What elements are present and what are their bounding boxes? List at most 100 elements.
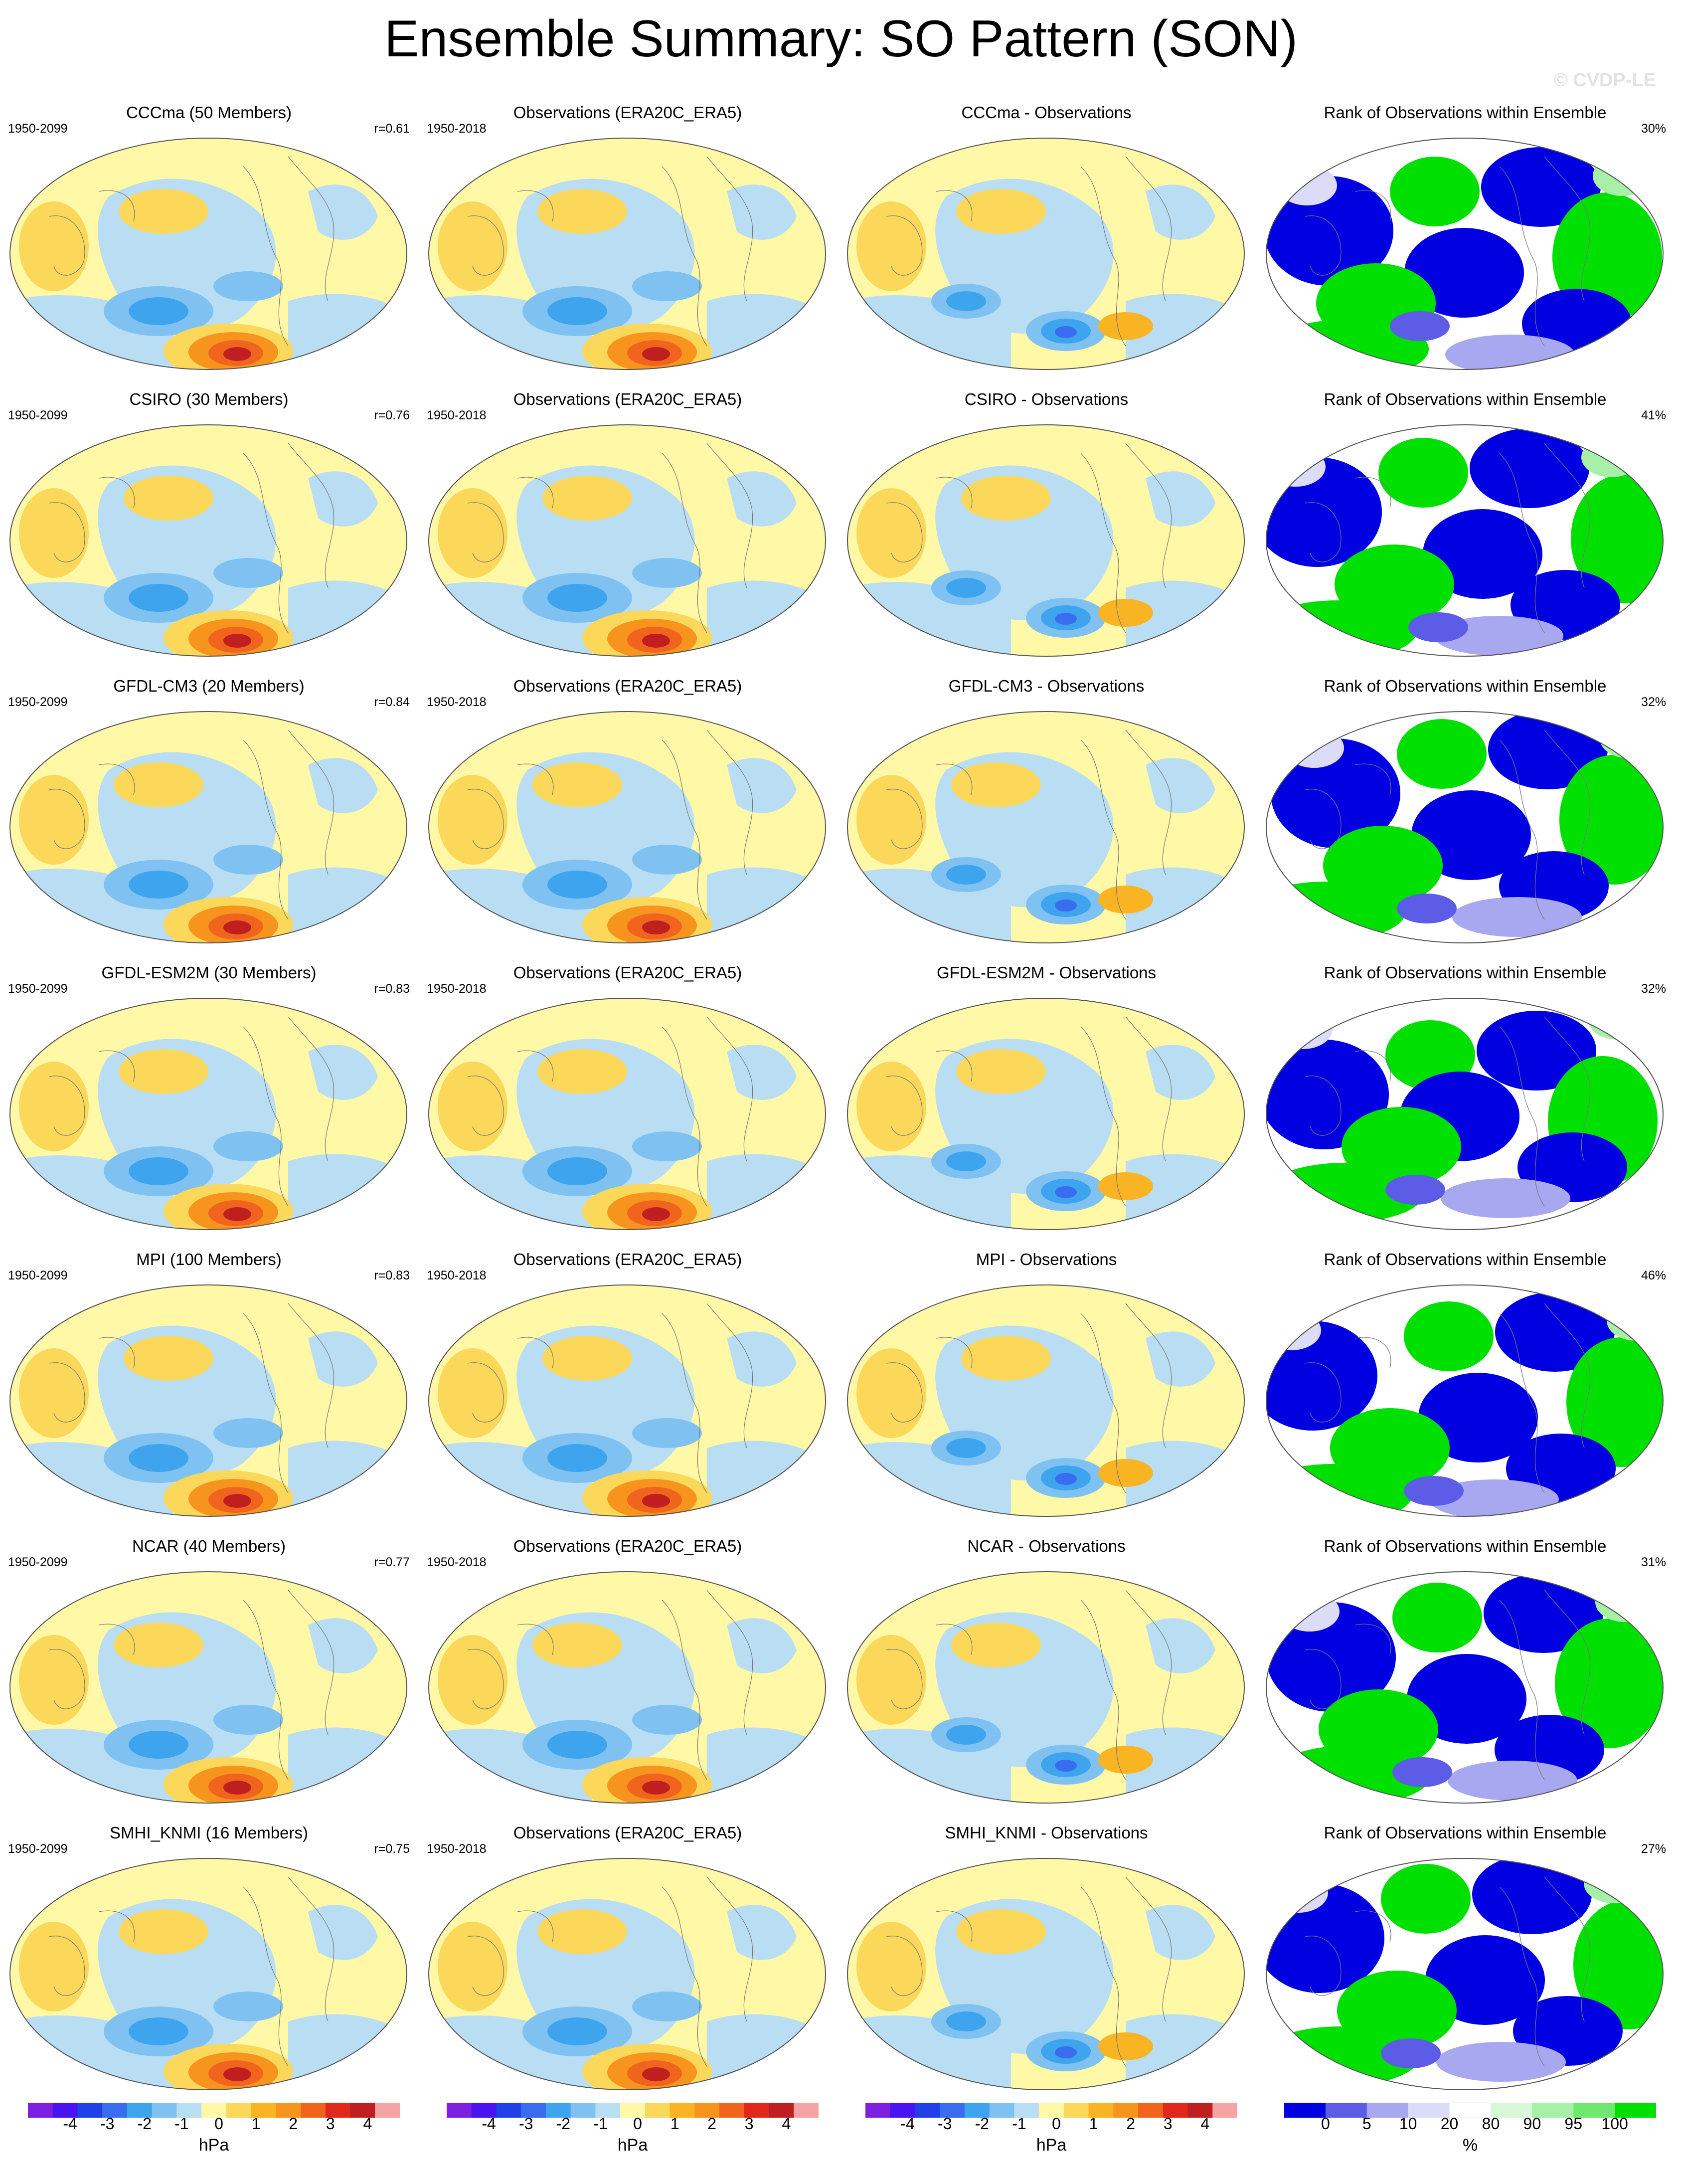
colorbar-tick: 1 (670, 2115, 679, 2133)
panel-years: 1950-2018 (427, 982, 487, 996)
panel-title: Rank of Observations within Ensemble (1324, 1823, 1607, 1842)
colorbar-tick: -2 (137, 2115, 152, 2133)
panel-title: Observations (ERA20C_ERA5) (513, 1537, 742, 1555)
pressure-map (428, 1283, 827, 1518)
panel-rank: Rank of Observations within Ensemble 41% (1256, 384, 1674, 671)
pressure-map (9, 137, 408, 371)
panel-diff: CCCma - Observations (838, 98, 1255, 384)
rank-map (1265, 997, 1664, 1231)
panel-row: GFDL-CM3 (20 Members) 1950-2099 r=0.84 Obse… (0, 671, 1682, 957)
page-title: Ensemble Summary: SO Pattern (SON) (384, 10, 1298, 68)
colorbar-tick: -1 (593, 2115, 608, 2133)
panel-years: 1950-2099 (8, 982, 68, 996)
rank-map (1265, 1857, 1664, 2091)
pattern-correlation: r=0.83 (374, 982, 410, 996)
watermark: © CVDP-LE (1553, 70, 1656, 91)
panel-row: NCAR (40 Members) 1950-2099 r=0.77 Observat… (0, 1531, 1682, 1818)
pressure-map (846, 1570, 1245, 1805)
panel-title: GFDL-CM3 (20 Members) (113, 677, 305, 695)
rank-percent: 46% (1641, 1269, 1666, 1282)
panel-title: NCAR (40 Members) (132, 1537, 286, 1555)
panel-years: 1950-2099 (8, 122, 68, 136)
panel-title: Observations (ERA20C_ERA5) (513, 677, 742, 695)
panel-years: 1950-2099 (8, 1555, 68, 1569)
panel-obs: Observations (ERA20C_ERA5) 1950-2018 (419, 958, 837, 1244)
colorbar-tick: 5 (1362, 2115, 1371, 2133)
panel-model: CCCma (50 Members) 1950-2099 r=0.61 (0, 98, 418, 384)
colorbar-hpa-3: -4 -3 -2 -1 0 1 2 3 4 hPa (865, 2101, 1237, 2181)
panel-model: CSIRO (30 Members) 1950-2099 r=0.76 (0, 384, 418, 671)
panel-title: Rank of Observations within Ensemble (1324, 103, 1607, 122)
panel-title: GFDL-ESM2M (30 Members) (101, 963, 317, 982)
colorbar-tick: -1 (174, 2115, 189, 2133)
pressure-map (9, 997, 408, 1231)
pressure-map (846, 423, 1245, 658)
rank-map (1265, 1570, 1664, 1805)
panel-title: MPI - Observations (976, 1250, 1117, 1269)
colorbar-tick: -2 (975, 2115, 990, 2133)
rank-map (1265, 423, 1664, 658)
pressure-map (9, 1283, 408, 1518)
colorbar-tick: 2 (289, 2115, 298, 2133)
pressure-map (846, 997, 1245, 1231)
colorbar-tick: 10 (1399, 2115, 1417, 2133)
colorbar-tick: -4 (63, 2115, 77, 2133)
panel-years: 1950-2099 (8, 1269, 68, 1282)
panel-title: Observations (ERA20C_ERA5) (513, 963, 742, 982)
panel-title: Rank of Observations within Ensemble (1324, 1537, 1607, 1555)
panel-diff: GFDL-ESM2M - Observations (838, 958, 1255, 1244)
colorbar-tick: 95 (1564, 2115, 1583, 2133)
pressure-map (846, 1857, 1245, 2091)
colorbar-tick: -4 (900, 2115, 915, 2133)
panel-model: MPI (100 Members) 1950-2099 r=0.83 (0, 1245, 418, 1531)
colorbar-hpa-1: -4 -3 -2 -1 0 1 2 3 4 hPa (28, 2101, 400, 2181)
panel-rank: Rank of Observations within Ensemble 30% (1256, 98, 1674, 384)
colorbar-tick: 4 (363, 2115, 372, 2133)
colorbar-tick: 100 (1601, 2115, 1628, 2133)
colorbar-tick: 0 (214, 2115, 223, 2133)
panel-years: 1950-2018 (427, 1269, 487, 1282)
panel-rank: Rank of Observations within Ensemble 31% (1256, 1531, 1674, 1818)
pressure-map (9, 1857, 408, 2091)
panel-title: CCCma - Observations (961, 103, 1132, 122)
colorbar-unit: % (1462, 2136, 1478, 2155)
colorbar-tick: -3 (518, 2115, 533, 2133)
panel-title: Rank of Observations within Ensemble (1324, 390, 1607, 408)
panel-title: NCAR - Observations (967, 1537, 1126, 1555)
panel-title: Observations (ERA20C_ERA5) (513, 1250, 742, 1269)
rank-percent: 27% (1641, 1842, 1666, 1856)
pattern-correlation: r=0.77 (374, 1555, 410, 1569)
colorbar-rank: 0 5 10 20 80 90 95 100 % (1284, 2101, 1656, 2181)
panel-row: GFDL-ESM2M (30 Members) 1950-2099 r=0.83 Ob… (0, 958, 1682, 1244)
colorbar-tick: 2 (707, 2115, 717, 2133)
rank-percent: 30% (1641, 122, 1666, 136)
colorbar-swatches (447, 2103, 819, 2118)
pressure-map (9, 1570, 408, 1805)
colorbar-swatches (28, 2103, 400, 2118)
colorbar-tick: 1 (1089, 2115, 1098, 2133)
panel-obs: Observations (ERA20C_ERA5) 1950-2018 (419, 1531, 837, 1818)
panel-years: 1950-2018 (427, 1555, 487, 1569)
panel-years: 1950-2018 (427, 122, 487, 136)
colorbar-tick: -3 (937, 2115, 952, 2133)
panel-title: GFDL-ESM2M - Observations (936, 963, 1157, 982)
pressure-map (846, 710, 1245, 944)
colorbar-tick: -1 (1012, 2115, 1026, 2133)
panel-model: NCAR (40 Members) 1950-2099 r=0.77 (0, 1531, 418, 1818)
pressure-map (9, 710, 408, 944)
panel-title: Observations (ERA20C_ERA5) (513, 1823, 742, 1842)
panel-obs: Observations (ERA20C_ERA5) 1950-2018 (419, 1818, 837, 2104)
colorbar-tick: -3 (100, 2115, 115, 2133)
colorbar-tick: 3 (1163, 2115, 1173, 2133)
panel-diff: SMHI_KNMI - Observations (838, 1818, 1255, 2104)
panel-title: CSIRO (30 Members) (129, 390, 289, 408)
rank-percent: 31% (1641, 1555, 1666, 1569)
pressure-map (428, 137, 827, 371)
panel-obs: Observations (ERA20C_ERA5) 1950-2018 (419, 384, 837, 671)
colorbar-swatches (1284, 2102, 1656, 2118)
colorbar-swatches (865, 2103, 1237, 2118)
panel-obs: Observations (ERA20C_ERA5) 1950-2018 (419, 671, 837, 957)
rank-percent: 32% (1641, 695, 1666, 709)
panel-years: 1950-2018 (427, 695, 487, 709)
panel-diff: GFDL-CM3 - Observations (838, 671, 1255, 957)
